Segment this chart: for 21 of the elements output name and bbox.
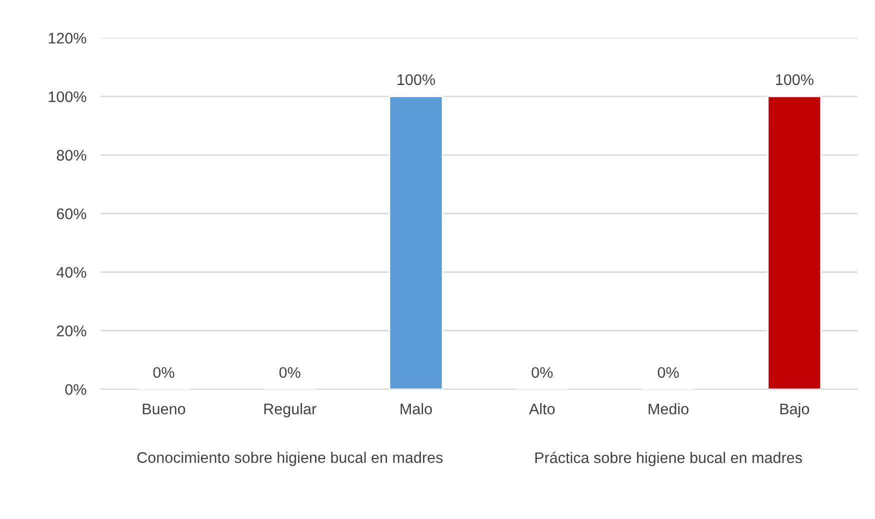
- data-label: 0%: [153, 367, 174, 378]
- y-tick-label: 40%: [56, 266, 86, 278]
- data-label: 0%: [658, 367, 679, 378]
- y-tick-label: 120%: [48, 32, 86, 44]
- x-tick-label: Alto: [529, 403, 555, 414]
- x-tick-label: Medio: [648, 403, 688, 414]
- x-tick-label: Bajo: [780, 403, 810, 418]
- y-tick-label: 20%: [56, 326, 86, 336]
- text: Práctica sobre higiene bucal en madres: [535, 452, 802, 466]
- x-tick-label: Bueno: [142, 404, 186, 414]
- y-tick-label: 100%: [48, 91, 86, 102]
- x-tick-label: Regular: [264, 403, 316, 418]
- x-tick-label: Malo: [400, 403, 432, 414]
- y-tick-label: 60%: [56, 208, 86, 220]
- data-label: 100%: [776, 74, 814, 86]
- data-label: 100%: [398, 74, 435, 86]
- data-label: 0%: [532, 367, 553, 378]
- text: Conocimiento sobre higiene bucal en madres: [137, 452, 443, 466]
- y-tick-label: 80%: [56, 150, 86, 161]
- y-tick-label: 0%: [65, 384, 86, 395]
- data-label: 0%: [279, 367, 300, 378]
